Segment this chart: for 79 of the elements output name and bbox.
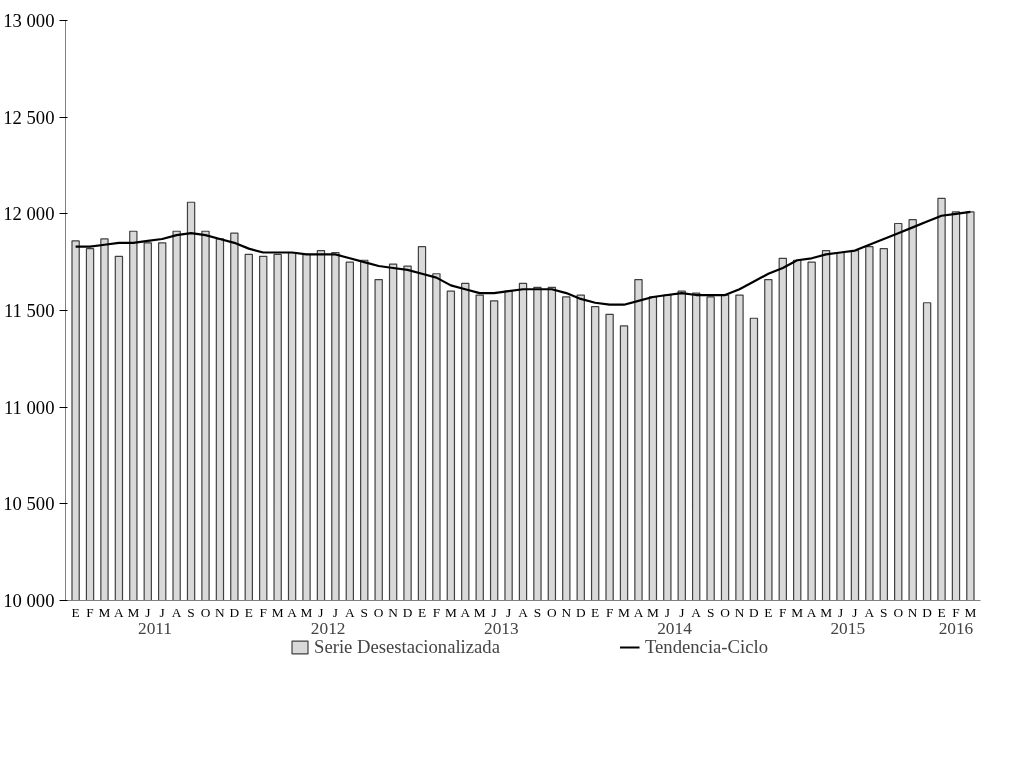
x-tick-label: N [734,604,745,620]
x-tick-label: M [98,604,111,620]
x-tick-label: M [127,604,140,620]
x-tick-label: D [402,604,413,620]
x-tick-label: E [71,604,80,620]
x-tick-label: D [749,604,760,620]
x-tick-label: A [460,604,471,620]
x-tick-label: D [575,604,586,620]
x-tick-label: F [86,604,94,620]
x-tick-label: N [388,604,399,620]
y-tick-label: 13 000 [3,10,55,31]
y-tick-label: 11 500 [3,300,55,321]
x-tick-label: A [171,604,182,620]
x-tick-label: F [605,604,614,620]
x-tick-label: D [922,604,933,620]
x-tick-label: A [345,604,355,620]
x-tick-label: J [491,604,497,620]
y-tick-label: 11 000 [3,396,55,418]
text: 2014 [657,618,693,638]
x-tick-label: E [937,604,946,620]
x-tick-label: S [880,604,888,620]
x-tick-label: F [432,604,441,620]
x-tick-label: N [907,604,918,620]
x-tick-label: S [360,604,368,620]
legend-label: Serie Desestacionalizada [314,636,500,658]
y-tick-label: 12 500 [3,106,55,128]
x-tick-label: J [332,604,338,620]
x-tick-label: A [806,604,817,620]
x-tick-label: A [518,604,529,620]
x-tick-label: M [300,604,313,620]
x-tick-label: S [706,604,715,620]
x-tick-label: A [633,604,644,620]
x-tick-label: J [837,604,844,620]
x-tick-label: O [547,604,558,620]
text: 2015 [830,618,866,638]
x-tick-label: O [200,604,211,620]
x-tick-label: D [229,604,240,620]
x-tick-label: M [791,604,804,620]
x-tick-label: E [244,604,253,620]
x-tick-label: J [159,604,165,620]
x-tick-label: F [259,604,267,620]
x-tick-label: A [114,604,125,620]
x-tick-label: F [952,604,960,620]
x-tick-label: A [691,604,702,620]
x-tick-label: E [591,604,600,620]
x-tick-label: S [533,604,542,620]
x-tick-label: N [561,604,572,620]
y-tick-label: 12 000 [3,203,55,225]
x-tick-label: E [764,604,773,620]
text: 2011 [137,618,172,638]
x-tick-label: J [505,604,512,620]
x-tick-label: J [679,604,685,620]
text: 2013 [484,618,519,638]
text: 2012 [310,618,346,638]
x-tick-label: M [473,604,486,620]
line-series [74,210,972,306]
x-tick-label: M [646,604,659,620]
x-tick-label: E [417,604,427,620]
x-tick-label: S [187,604,195,620]
x-tick-label: M [964,604,977,620]
x-tick-label: J [664,604,670,620]
text: 2016 [938,618,974,638]
x-tick-label: M [618,604,631,620]
x-tick-label: A [864,604,875,620]
y-tick-label: 10 500 [3,493,55,515]
x-tick-label: O [720,604,731,620]
x-tick-label: J [852,604,858,620]
x-tick-label: M [444,604,457,620]
legend-label: Tendencia-Ciclo [644,636,768,658]
x-tick-label: M [271,604,284,620]
x-tick-label: A [287,604,298,620]
x-tick-label: O [893,604,904,620]
y-tick-label: 10 000 [3,590,55,611]
x-tick-label: M [820,604,833,620]
x-tick-label: J [318,604,324,620]
x-tick-label: N [215,604,226,620]
x-tick-label: O [373,604,384,620]
x-tick-label: F [779,604,787,620]
x-tick-label: J [145,604,151,620]
